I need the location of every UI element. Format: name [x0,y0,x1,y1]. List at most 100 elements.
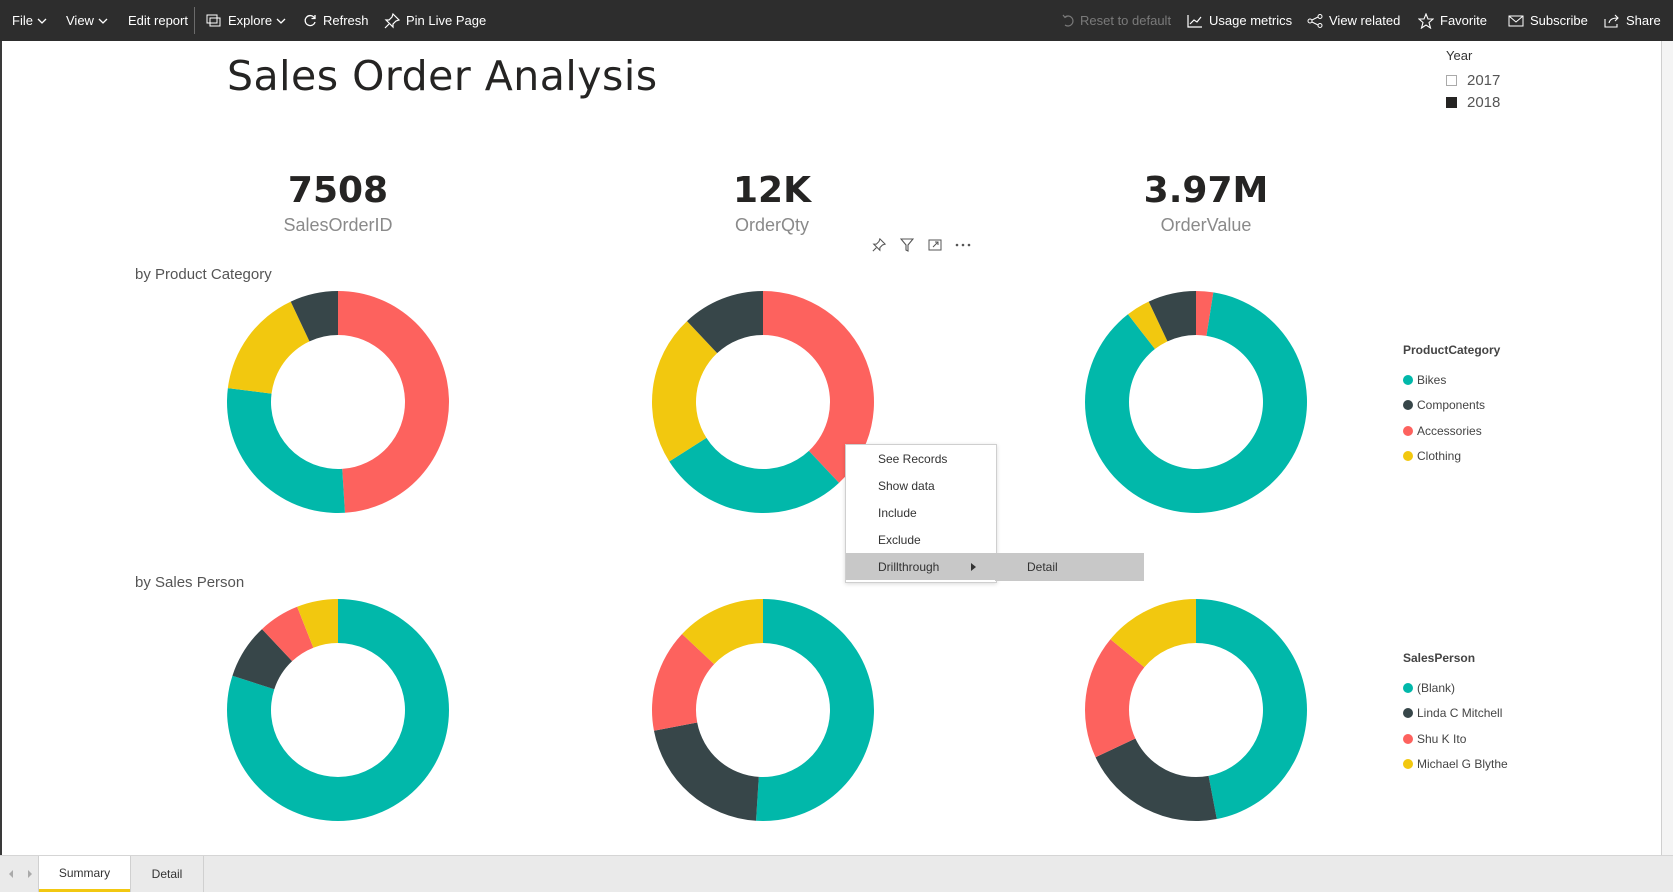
card-salesorderid[interactable]: 7508 SalesOrderID [178,170,498,236]
chevron-down-icon [98,18,108,24]
left-edge [0,41,2,855]
reset-to-default-button[interactable]: Reset to default [1062,0,1171,41]
refresh-label: Refresh [323,13,369,28]
pin-live-page-button[interactable]: Pin Live Page [384,0,486,41]
view-menu[interactable]: View [66,0,108,41]
menu-item-drillthrough[interactable]: Drillthrough [846,553,996,580]
chevron-down-icon [37,18,47,24]
menu-item-exclude[interactable]: Exclude [878,532,921,547]
filter-icon[interactable] [898,236,916,254]
menu-item-label: Drillthrough [878,559,940,574]
vertical-scrollbar[interactable] [1662,41,1673,855]
card-value: 7508 [287,170,389,211]
favorite-label: Favorite [1440,13,1487,28]
explore-label: Explore [228,13,273,28]
legend-label: Bikes [1417,372,1447,387]
menu-item-see-records[interactable]: See Records [878,451,948,466]
visual-header [870,236,972,254]
legend-item-bikes[interactable]: Bikes [1403,367,1500,393]
legend-dot [1403,733,1413,744]
legend-dot [1403,759,1413,770]
chevron-right-icon [971,563,976,571]
slicer-option-2017[interactable]: 2017 [1446,69,1500,91]
submenu-item-detail[interactable]: Detail [995,553,1144,581]
refresh-button[interactable]: Refresh [303,0,369,41]
mail-icon [1508,15,1524,26]
menu-item-show-data[interactable]: Show data [878,478,935,493]
favorite-button[interactable]: Favorite [1418,0,1487,41]
legend-dot [1403,400,1413,411]
subscribe-label: Subscribe [1530,13,1588,28]
legend-dot [1403,374,1413,385]
pin-live-page-label: Pin Live Page [406,13,487,28]
tab-divider [203,856,204,892]
usage-metrics-label: Usage metrics [1209,13,1293,28]
slicer-option-label: 2018 [1467,93,1501,111]
edit-report-button[interactable]: Edit report [128,0,188,41]
toolbar-divider [194,7,195,34]
checkbox[interactable] [1446,74,1457,86]
legend-title: ProductCategory [1403,343,1501,357]
card-value: 12K [733,170,811,211]
legend-item-clothing[interactable]: Clothing [1403,444,1500,470]
card-label: OrderQty [734,215,809,235]
page-tab-summary[interactable]: Summary [39,856,130,892]
more-options-icon[interactable] [954,236,972,254]
slicer-option-label: 2017 [1467,71,1501,89]
context-menu: See Records Show data Include Exclude Dr… [845,444,997,583]
year-slicer: Year 2017 2018 [1446,48,1500,113]
legend-item-linda-c-mitchell[interactable]: Linda C Mitchell [1403,701,1508,727]
share-button[interactable]: Share [1604,0,1661,41]
scroll-right-icon[interactable] [28,870,32,878]
explore-menu[interactable]: Explore [206,0,286,41]
view-related-label: View related [1329,13,1401,28]
tab-divider [130,856,131,892]
focus-mode-icon[interactable] [926,236,944,254]
reset-to-default-label: Reset to default [1080,13,1172,28]
legend-sales-person: SalesPerson (Blank) Linda C Mitchell Shu… [1403,651,1508,777]
menu-item-include[interactable]: Include [878,505,917,520]
page-tab-bar: Summary Detail [0,855,1673,892]
view-menu-label: View [66,13,94,28]
scroll-left-icon[interactable] [9,870,13,878]
chart-line-icon [1187,14,1202,28]
card-orderqty[interactable]: 12K OrderQty [612,170,932,236]
star-icon [1418,12,1434,29]
edit-report-label: Edit report [128,13,188,28]
explore-icon [206,14,221,26]
card-label: SalesOrderID [283,215,393,235]
legend-item-blank[interactable]: (Blank) [1403,675,1508,701]
top-toolbar: File View Edit report Explore Refresh Pi… [0,0,1673,41]
legend-label: Shu K Ito [1417,731,1467,746]
share-label: Share [1626,13,1661,28]
canvas-border [1661,41,1662,855]
legend-dot [1403,682,1413,693]
subscribe-button[interactable]: Subscribe [1508,0,1588,41]
legend-item-michael-g-blythe[interactable]: Michael G Blythe [1403,752,1508,778]
card-ordervalue[interactable]: 3.97M OrderValue [1046,170,1366,236]
section-label-product-category: by Product Category [135,266,272,283]
undo-icon [1062,14,1074,27]
pin-icon [384,12,400,28]
legend-label: Accessories [1417,423,1482,438]
legend-label: Linda C Mitchell [1417,706,1503,721]
legend-dot [1403,451,1413,462]
usage-metrics-button[interactable]: Usage metrics [1187,0,1292,41]
legend-label: (Blank) [1417,680,1456,695]
legend-item-components[interactable]: Components [1403,393,1500,419]
chevron-down-icon [276,18,286,24]
tab-divider [38,856,39,892]
section-label-sales-person: by Sales Person [135,574,245,591]
page-tab-detail[interactable]: Detail [151,867,183,881]
legend-item-shu-k-ito[interactable]: Shu K Ito [1403,726,1508,752]
file-menu-label: File [12,13,33,28]
checkbox-checked[interactable] [1446,96,1457,108]
view-related-button[interactable]: View related [1307,0,1400,41]
slicer-option-2018[interactable]: 2018 [1446,91,1500,113]
file-menu[interactable]: File [12,0,47,41]
legend-item-accessories[interactable]: Accessories [1403,418,1500,444]
legend-product-category: ProductCategory Bikes Components Accesso… [1403,343,1500,469]
pin-visual-icon[interactable] [870,236,888,254]
share-nodes-icon [1307,13,1323,28]
refresh-icon [304,14,316,26]
